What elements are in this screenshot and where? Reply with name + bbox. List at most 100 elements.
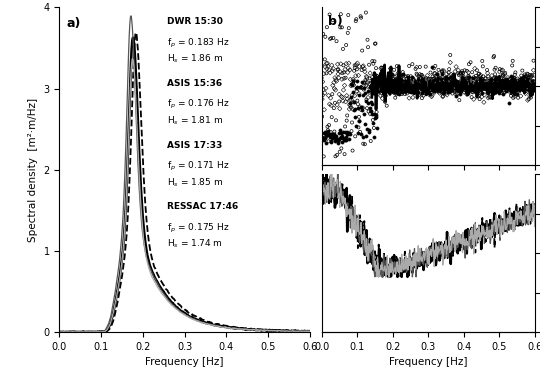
Point [461, 78, 469, 84]
Point [374, 87, 383, 93]
Point [482, 83, 490, 89]
Point [434, 75, 442, 81]
Point [392, 91, 401, 97]
Point [465, 78, 474, 84]
Point [450, 76, 459, 82]
Point [347, 81, 356, 87]
Point [388, 82, 397, 88]
Point [416, 81, 424, 87]
Point [402, 89, 410, 95]
Point [450, 72, 458, 78]
Point [363, 126, 372, 132]
Point [445, 81, 454, 87]
Point [512, 84, 521, 90]
Point [522, 84, 530, 90]
Point [340, 129, 349, 135]
Point [330, 100, 339, 106]
Point [457, 78, 466, 84]
Point [361, 90, 369, 96]
Point [400, 88, 409, 94]
Point [349, 90, 357, 95]
Point [405, 95, 414, 101]
Point [484, 78, 493, 84]
Point [437, 82, 446, 88]
Point [342, 42, 350, 48]
Point [401, 86, 409, 92]
Point [410, 87, 418, 93]
Point [487, 76, 496, 82]
Point [366, 84, 374, 90]
Point [346, 131, 354, 137]
Point [522, 81, 530, 87]
Point [394, 80, 403, 86]
Point [416, 84, 425, 90]
Point [387, 84, 395, 90]
Point [460, 87, 469, 93]
Point [380, 90, 389, 96]
Point [347, 128, 356, 134]
Point [358, 48, 367, 54]
Point [487, 76, 495, 82]
Point [343, 69, 352, 75]
Point [331, 133, 340, 139]
Point [327, 62, 336, 68]
Point [362, 73, 371, 79]
Point [413, 90, 421, 96]
Point [327, 102, 335, 108]
Point [526, 87, 535, 93]
Point [328, 17, 337, 23]
Point [455, 97, 464, 103]
Point [489, 80, 497, 86]
Point [452, 84, 461, 90]
Point [492, 89, 501, 95]
Point [359, 63, 368, 69]
Point [389, 89, 398, 95]
Point [476, 82, 484, 88]
Point [357, 15, 366, 21]
Point [358, 106, 367, 112]
Point [429, 78, 438, 84]
Point [507, 85, 516, 91]
Point [320, 56, 329, 62]
Point [453, 79, 462, 85]
Point [417, 72, 426, 78]
Point [383, 79, 391, 85]
Point [427, 82, 435, 88]
Point [440, 89, 448, 95]
Point [474, 88, 482, 94]
Point [323, 123, 332, 129]
Point [406, 76, 415, 82]
Point [363, 100, 372, 106]
Point [410, 77, 418, 83]
Point [377, 87, 386, 93]
Point [433, 87, 441, 93]
Point [467, 79, 475, 85]
Point [501, 71, 509, 77]
Point [410, 82, 419, 88]
Point [401, 78, 410, 84]
Point [460, 76, 469, 82]
Point [508, 83, 516, 89]
Point [333, 67, 342, 73]
Point [383, 81, 392, 87]
Point [477, 94, 486, 100]
Point [370, 41, 379, 47]
Point [481, 75, 490, 81]
Point [516, 84, 524, 90]
Point [343, 113, 352, 119]
Point [380, 85, 388, 91]
Point [409, 81, 417, 87]
Point [451, 69, 460, 75]
Point [443, 86, 451, 92]
Point [355, 91, 363, 97]
Point [478, 63, 487, 69]
Point [443, 76, 452, 82]
Point [455, 83, 463, 89]
Point [334, 75, 343, 81]
Point [352, 85, 360, 91]
Point [452, 64, 461, 70]
Point [515, 83, 523, 89]
Point [407, 86, 415, 92]
Point [400, 84, 408, 90]
Point [430, 81, 439, 87]
